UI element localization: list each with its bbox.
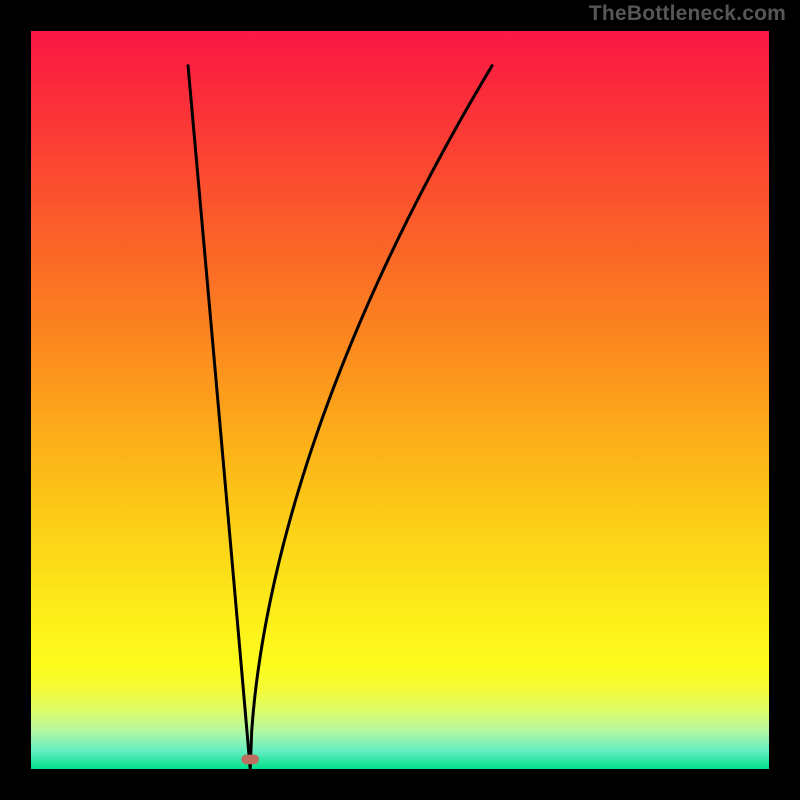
watermark-text: TheBottleneck.com — [589, 2, 786, 26]
vertex-marker — [241, 755, 259, 765]
gradient-background — [31, 31, 769, 769]
chart-stage: TheBottleneck.com — [0, 0, 800, 800]
bottleneck-chart — [31, 31, 769, 769]
